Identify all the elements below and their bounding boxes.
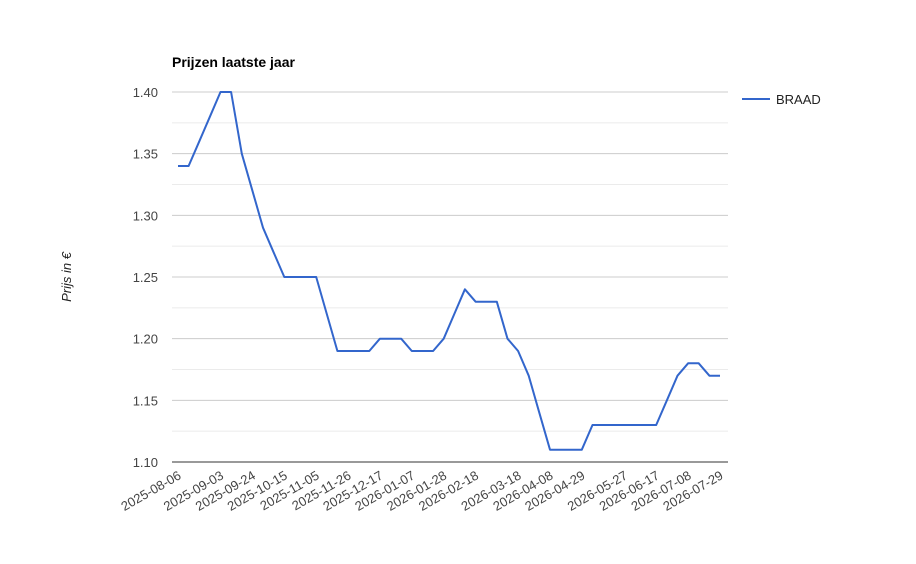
- series-line-braad[interactable]: [178, 91, 720, 451]
- data-point[interactable]: [377, 336, 383, 342]
- data-point[interactable]: [526, 373, 532, 379]
- data-point[interactable]: [430, 348, 436, 354]
- data-point[interactable]: [249, 188, 255, 194]
- data-point[interactable]: [366, 348, 372, 354]
- data-point[interactable]: [175, 163, 181, 169]
- data-point[interactable]: [388, 336, 394, 342]
- data-point[interactable]: [313, 274, 319, 280]
- data-point[interactable]: [515, 348, 521, 354]
- data-point[interactable]: [674, 373, 680, 379]
- gridlines: [172, 91, 728, 463]
- data-point[interactable]: [462, 286, 468, 292]
- y-axis-label: Prijs in €: [59, 251, 74, 302]
- data-point[interactable]: [536, 410, 542, 416]
- data-point[interactable]: [547, 447, 553, 453]
- data-point[interactable]: [228, 89, 234, 95]
- data-point[interactable]: [271, 249, 277, 255]
- data-point[interactable]: [643, 422, 649, 428]
- data-point[interactable]: [589, 422, 595, 428]
- data-point[interactable]: [186, 163, 192, 169]
- series-group: [175, 89, 723, 453]
- data-point[interactable]: [303, 274, 309, 280]
- data-point[interactable]: [334, 348, 340, 354]
- y-tick-label: 1.30: [133, 208, 158, 223]
- data-point[interactable]: [653, 422, 659, 428]
- data-point[interactable]: [356, 348, 362, 354]
- chart-title: Prijzen laatste jaar: [172, 54, 296, 70]
- legend-label-braad: BRAAD: [776, 92, 821, 107]
- data-point[interactable]: [685, 360, 691, 366]
- y-tick-label: 1.20: [133, 332, 158, 347]
- y-tick-label: 1.35: [133, 147, 158, 162]
- data-point[interactable]: [398, 336, 404, 342]
- data-point[interactable]: [196, 138, 202, 144]
- data-point[interactable]: [504, 336, 510, 342]
- y-tick-label: 1.40: [133, 85, 158, 100]
- data-point[interactable]: [260, 225, 266, 231]
- data-point[interactable]: [281, 274, 287, 280]
- data-point[interactable]: [345, 348, 351, 354]
- data-point[interactable]: [664, 397, 670, 403]
- data-point[interactable]: [579, 447, 585, 453]
- y-tick-label: 1.10: [133, 455, 158, 470]
- data-point[interactable]: [292, 274, 298, 280]
- data-point[interactable]: [632, 422, 638, 428]
- data-point[interactable]: [419, 348, 425, 354]
- data-point[interactable]: [568, 447, 574, 453]
- data-point[interactable]: [696, 360, 702, 366]
- data-point[interactable]: [621, 422, 627, 428]
- data-point[interactable]: [611, 422, 617, 428]
- data-point[interactable]: [717, 373, 723, 379]
- data-point[interactable]: [324, 311, 330, 317]
- data-point[interactable]: [441, 336, 447, 342]
- data-point[interactable]: [473, 299, 479, 305]
- data-point[interactable]: [494, 299, 500, 305]
- data-point[interactable]: [239, 151, 245, 157]
- y-tick-label: 1.25: [133, 270, 158, 285]
- data-point[interactable]: [207, 114, 213, 120]
- y-axis-ticks: 1.40 1.35 1.30 1.25 1.20 1.15 1.10: [133, 85, 158, 470]
- data-point[interactable]: [706, 373, 712, 379]
- data-point[interactable]: [218, 89, 224, 95]
- data-point[interactable]: [558, 447, 564, 453]
- data-point[interactable]: [483, 299, 489, 305]
- data-point[interactable]: [409, 348, 415, 354]
- y-tick-label: 1.15: [133, 393, 158, 408]
- x-axis-ticks: 2025-08-062025-09-032025-09-242025-10-15…: [118, 468, 725, 514]
- data-point[interactable]: [451, 311, 457, 317]
- legend[interactable]: BRAAD: [742, 92, 821, 107]
- data-point[interactable]: [600, 422, 606, 428]
